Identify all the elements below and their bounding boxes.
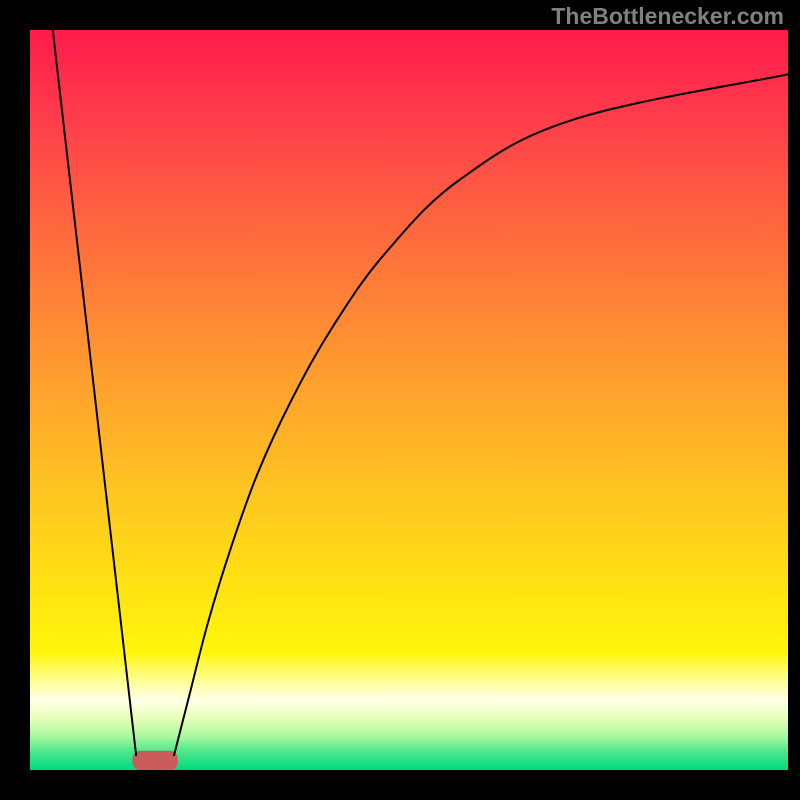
border-left (0, 0, 30, 800)
chart-canvas: TheBottlenecker.com (0, 0, 800, 800)
watermark-text: TheBottlenecker.com (551, 3, 784, 30)
minimum-marker (132, 751, 177, 770)
border-right (788, 0, 800, 800)
gradient-background (30, 30, 788, 770)
border-bottom (0, 770, 800, 800)
plot-area (30, 30, 788, 770)
plot-svg (30, 30, 788, 770)
